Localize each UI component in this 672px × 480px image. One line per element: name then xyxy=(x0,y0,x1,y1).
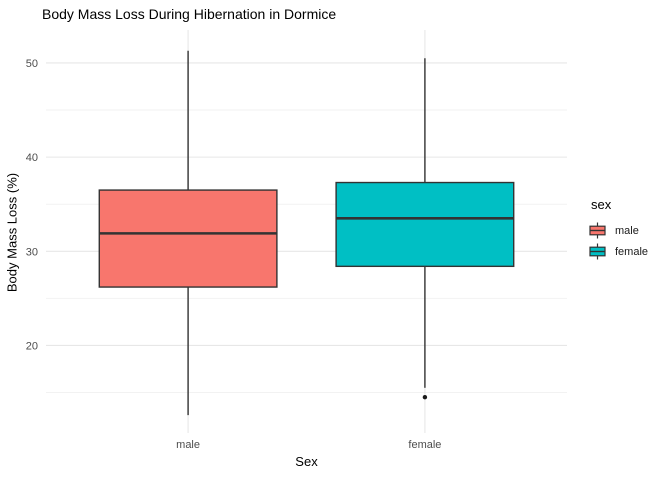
x-tick-label: female xyxy=(408,439,441,451)
legend-item-female: female xyxy=(589,243,671,260)
y-tick-label: 30 xyxy=(26,246,38,258)
female-box xyxy=(335,181,515,268)
male-box xyxy=(98,189,278,288)
y-tick-label: 20 xyxy=(26,340,38,352)
boxplot-key-female-icon xyxy=(589,243,606,260)
legend-item-male: male xyxy=(589,222,671,239)
legend-item-label: female xyxy=(615,245,649,258)
female-outlier-point xyxy=(422,395,428,400)
boxplot-key-male-icon xyxy=(589,222,606,239)
legend: sex male female xyxy=(589,197,671,264)
x-axis-title: Sex xyxy=(295,454,318,469)
y-tick-label: 40 xyxy=(26,152,38,164)
y-tick-label: 50 xyxy=(26,58,38,70)
legend-item-label: male xyxy=(615,224,639,237)
x-tick-label: male xyxy=(176,439,200,451)
plot-title: Body Mass Loss During Hibernation in Dor… xyxy=(42,6,337,22)
legend-title: sex xyxy=(591,197,612,212)
